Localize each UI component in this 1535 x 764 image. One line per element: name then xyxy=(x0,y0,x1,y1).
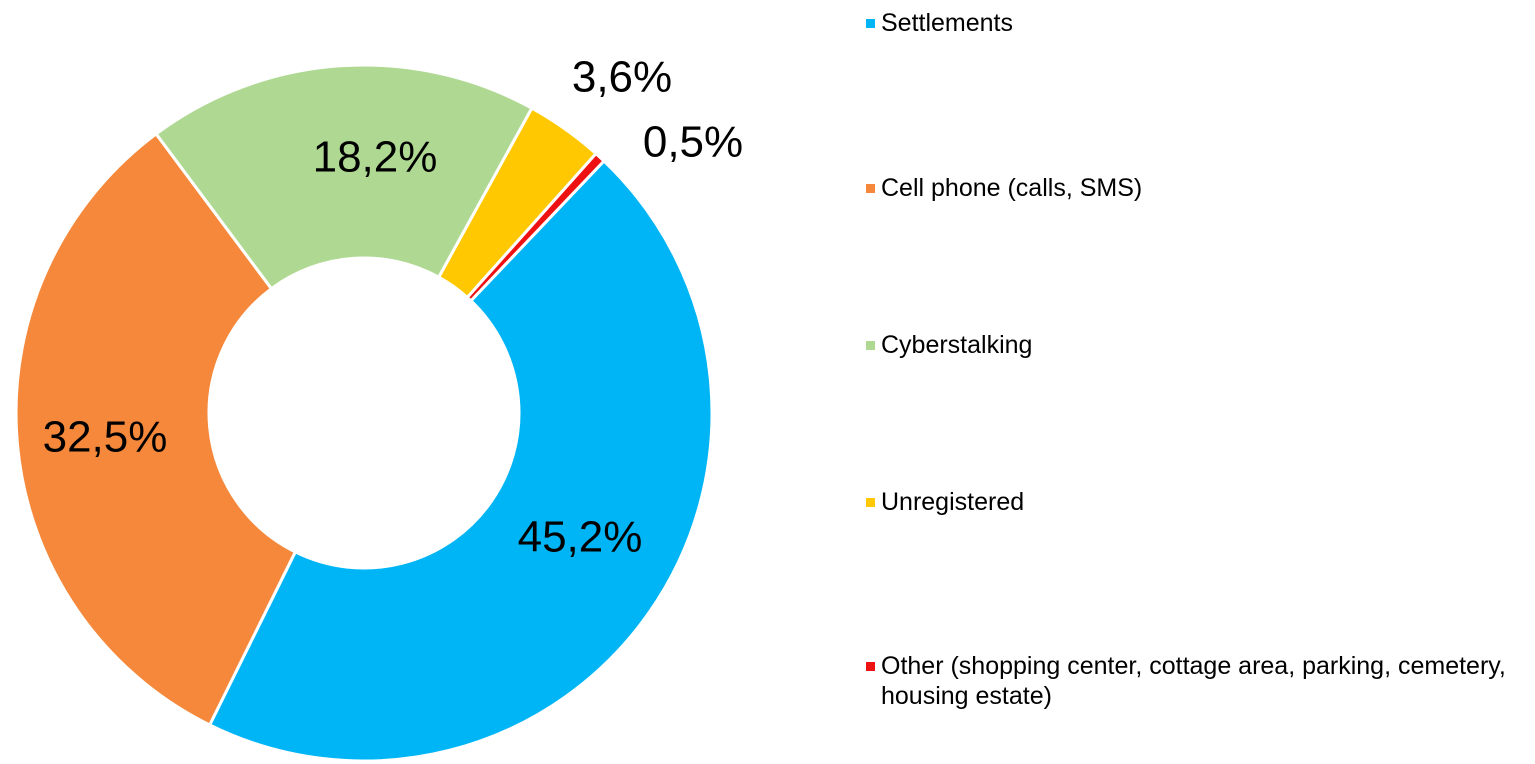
data-label: 0,5% xyxy=(643,118,743,167)
legend-swatch xyxy=(866,341,875,350)
donut-slice xyxy=(154,63,534,291)
data-label: 32,5% xyxy=(43,413,168,462)
legend-label: Unregistered xyxy=(881,488,1025,516)
legend-label: Cell phone (calls, SMS) xyxy=(881,174,1143,202)
data-label: 3,6% xyxy=(572,53,672,102)
legend-swatch xyxy=(866,19,875,28)
legend-item: Other (shopping center, cottage area, pa… xyxy=(866,651,1531,711)
legend-label: Cyberstalking xyxy=(881,331,1033,359)
legend-swatch xyxy=(866,498,875,507)
donut-slice xyxy=(207,158,714,763)
legend-label: Other (shopping center, cottage area, pa… xyxy=(881,652,1506,710)
legend-item: Unregistered xyxy=(866,487,1531,517)
legend-swatch xyxy=(866,184,875,193)
legend-swatch xyxy=(866,662,875,671)
data-label: 45,2% xyxy=(518,513,643,562)
legend-label: Settlements xyxy=(881,9,1014,37)
donut-chart: 45,2% 32,5% 18,2% 3,6% 0,5% xyxy=(14,53,743,763)
legend-item: Cyberstalking xyxy=(866,330,1531,360)
legend-item: Settlements xyxy=(866,8,1531,38)
donut-slice xyxy=(14,131,298,727)
donut-slice xyxy=(465,151,607,303)
data-label: 18,2% xyxy=(313,133,438,182)
legend-item: Cell phone (calls, SMS) xyxy=(866,173,1531,203)
